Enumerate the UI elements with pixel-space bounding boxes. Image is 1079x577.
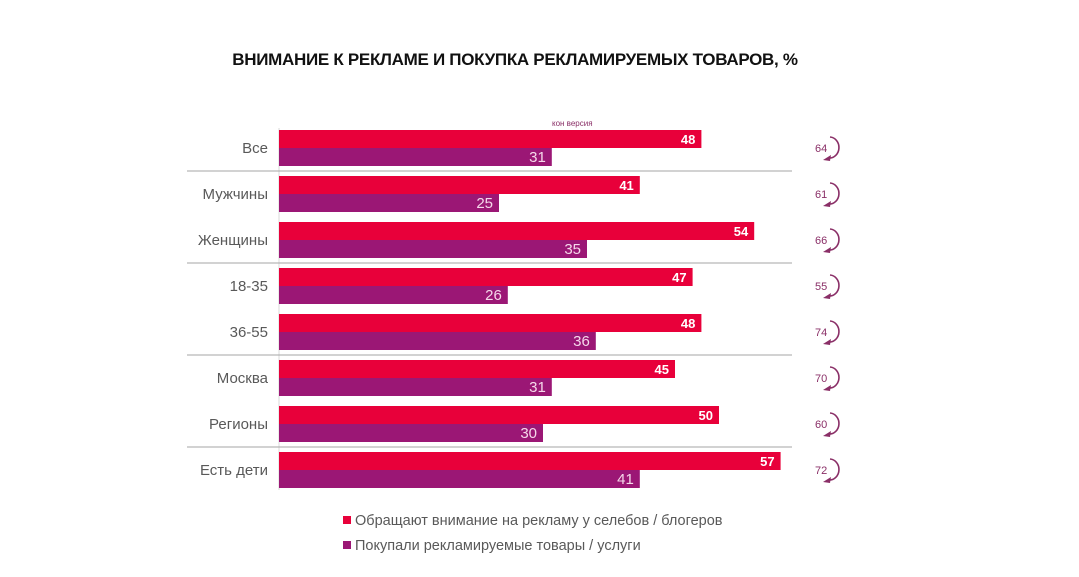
data-label-attention: 47 xyxy=(672,270,686,285)
conversion-value: 66 xyxy=(815,235,827,247)
category-label: Регионы xyxy=(209,416,268,433)
legend-swatch-purchased xyxy=(343,541,351,549)
conversion-arrowhead-icon xyxy=(823,293,831,299)
category-label: 18-35 xyxy=(230,278,268,295)
conversion-arrow-icon xyxy=(828,366,840,389)
legend-label-purchased: Покупали рекламируемые товары / услуги xyxy=(355,538,641,554)
bar-purchased xyxy=(279,470,640,488)
bar-purchased xyxy=(279,424,543,442)
bar-attention xyxy=(279,268,693,286)
legend-item-purchased: Покупали рекламируемые товары / услуги xyxy=(343,538,641,554)
legend-label-attention: Обращают внимание на рекламу у селебов /… xyxy=(355,513,723,529)
conversion-value: 55 xyxy=(815,281,827,293)
conversion-arrowhead-icon xyxy=(823,247,831,253)
data-label-attention: 48 xyxy=(681,316,695,331)
conversion-arrowhead-icon xyxy=(823,155,831,161)
bar-attention xyxy=(279,360,675,378)
chart-title: ВНИМАНИЕ К РЕКЛАМЕ И ПОКУПКА РЕКЛАМИРУЕМ… xyxy=(232,50,798,69)
data-label-purchased: 31 xyxy=(529,379,546,396)
data-label-attention: 45 xyxy=(655,362,669,377)
conversion-value: 70 xyxy=(815,373,827,385)
conversion-arrow-icon xyxy=(828,182,840,205)
data-label-attention: 41 xyxy=(619,178,633,193)
conversion-arrow-icon xyxy=(828,228,840,251)
data-label-attention: 48 xyxy=(681,132,695,147)
category-label: Все xyxy=(242,140,268,157)
conversion-value: 60 xyxy=(815,419,827,431)
conversion-value: 61 xyxy=(815,189,827,201)
conversion-header: кон версия xyxy=(552,119,593,128)
category-label: Москва xyxy=(217,370,269,387)
data-label-purchased: 25 xyxy=(476,195,493,212)
category-label: Есть дети xyxy=(200,462,268,479)
conversion-arrow-icon xyxy=(828,136,840,159)
conversion-arrowhead-icon xyxy=(823,201,831,207)
data-label-purchased: 30 xyxy=(520,425,537,442)
category-label: Женщины xyxy=(198,232,268,249)
data-label-purchased: 41 xyxy=(617,471,634,488)
conversion-value: 64 xyxy=(815,143,827,155)
legend-item-attention: Обращают внимание на рекламу у селебов /… xyxy=(343,513,722,529)
bar-purchased xyxy=(279,194,499,212)
data-label-purchased: 31 xyxy=(529,149,546,166)
conversion-arrowhead-icon xyxy=(823,339,831,345)
conversion-arrowhead-icon xyxy=(823,385,831,391)
bar-purchased xyxy=(279,240,587,258)
conversion-value: 72 xyxy=(815,465,827,477)
data-label-attention: 54 xyxy=(734,224,749,239)
bar-attention xyxy=(279,176,640,194)
conversion-value: 74 xyxy=(815,327,827,339)
bar-attention xyxy=(279,452,781,470)
conversion-arrow-icon xyxy=(828,320,840,343)
bar-attention xyxy=(279,314,702,332)
legend-swatch-attention xyxy=(343,516,351,524)
conversion-arrowhead-icon xyxy=(823,431,831,437)
bar-purchased xyxy=(279,148,552,166)
bar-purchased xyxy=(279,332,596,350)
data-label-attention: 50 xyxy=(699,408,713,423)
category-label: Мужчины xyxy=(203,186,268,203)
data-label-purchased: 36 xyxy=(573,333,590,350)
data-label-purchased: 35 xyxy=(564,241,581,258)
bar-purchased xyxy=(279,378,552,396)
data-label-attention: 57 xyxy=(760,454,774,469)
bar-attention xyxy=(279,406,719,424)
bar-attention xyxy=(279,130,702,148)
conversion-arrow-icon xyxy=(828,412,840,435)
data-label-purchased: 26 xyxy=(485,287,502,304)
conversion-arrowhead-icon xyxy=(823,477,831,483)
category-label: 36-55 xyxy=(230,324,268,341)
bar-attention xyxy=(279,222,755,240)
conversion-arrow-icon xyxy=(828,274,840,297)
bar-purchased xyxy=(279,286,508,304)
conversion-arrow-icon xyxy=(828,458,840,481)
